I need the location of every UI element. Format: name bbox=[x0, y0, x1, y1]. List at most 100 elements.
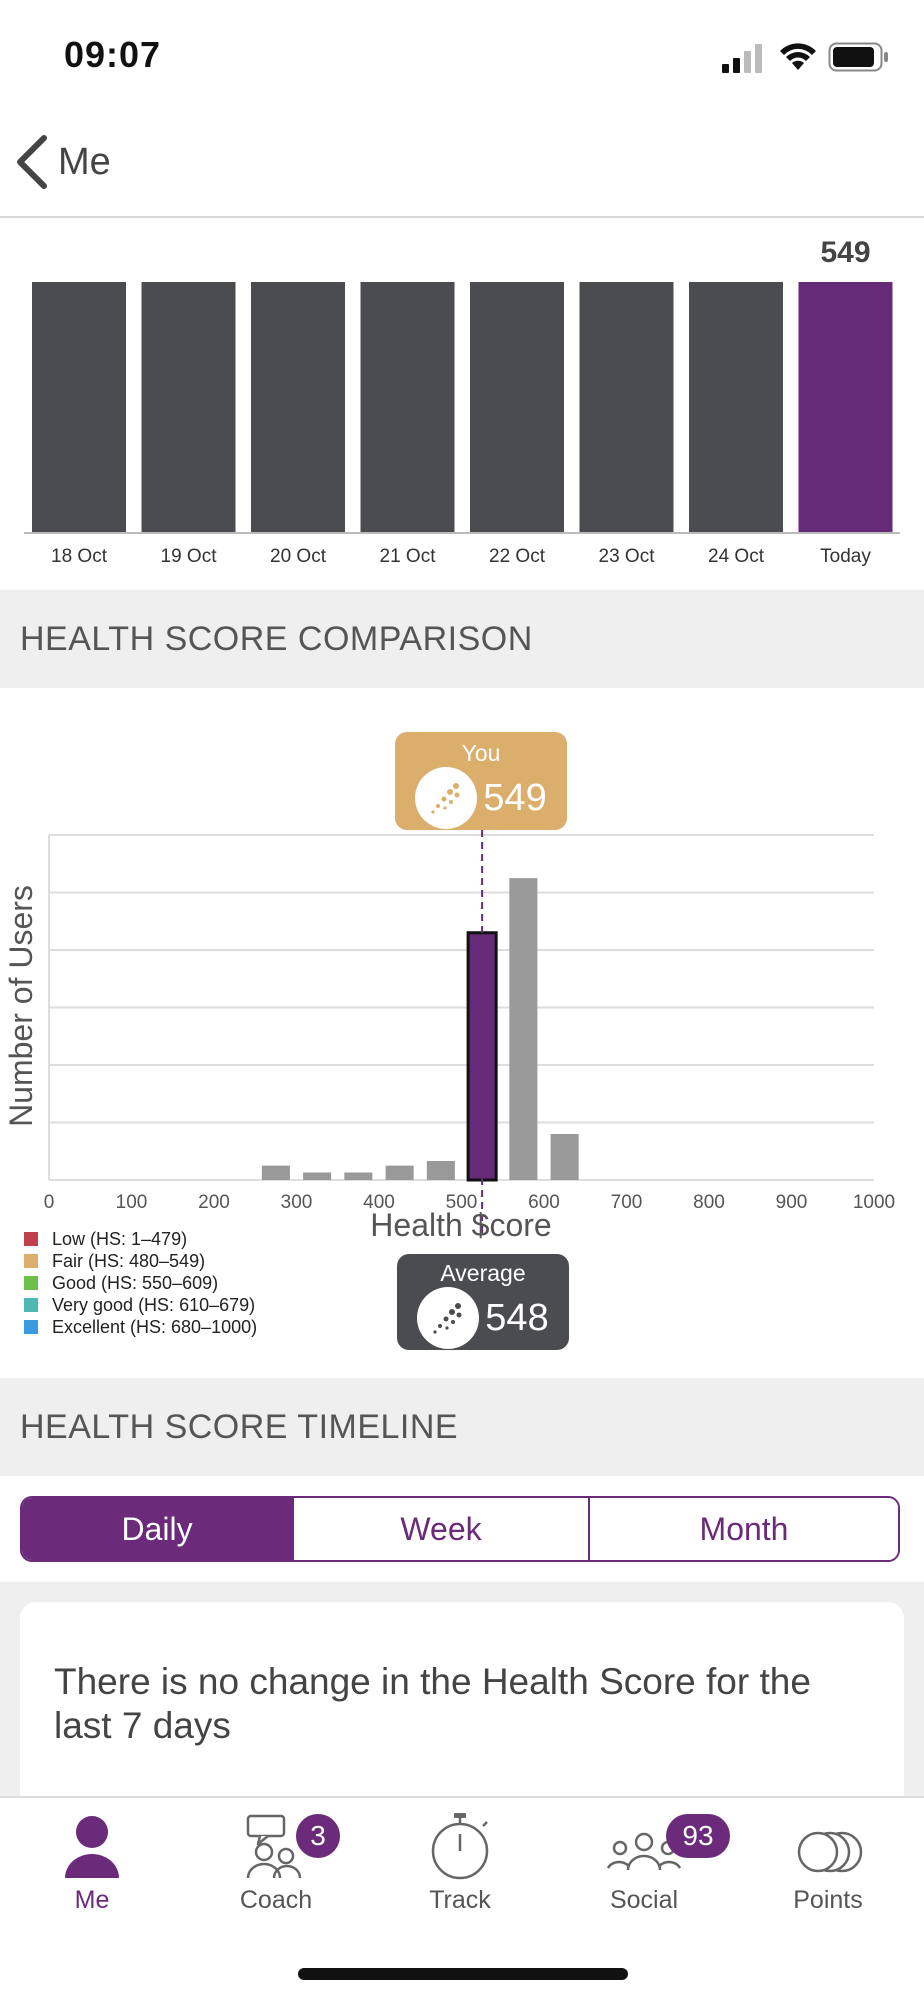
histogram-bar bbox=[509, 878, 538, 1180]
nav-divider bbox=[0, 216, 924, 218]
coach-badge: 3 bbox=[296, 1814, 340, 1858]
daily-bar-label: 19 Oct bbox=[161, 546, 218, 567]
tab-points[interactable]: Points bbox=[736, 1812, 920, 1922]
legend-item: Low (HS: 1–479) bbox=[24, 1228, 257, 1250]
histogram-y-axis-label: Number of Users bbox=[3, 885, 39, 1127]
histogram-bar bbox=[344, 1172, 373, 1180]
legend-swatch bbox=[24, 1298, 38, 1312]
tab-coach[interactable]: Coach 3 bbox=[184, 1812, 368, 1922]
daily-bar[interactable] bbox=[32, 282, 126, 532]
histogram-x-tick: 1000 bbox=[853, 1192, 895, 1213]
histogram-bar bbox=[426, 1161, 455, 1180]
daily-bar-label: 18 Oct bbox=[51, 546, 108, 567]
histogram-bar bbox=[261, 1165, 290, 1180]
legend-label: Good (HS: 550–609) bbox=[52, 1272, 219, 1293]
health-score-logo-icon bbox=[417, 1287, 480, 1349]
average-pill-title: Average bbox=[440, 1260, 526, 1286]
legend-label: Very good (HS: 610–679) bbox=[52, 1294, 256, 1315]
comparison-title: HEALTH SCORE COMPARISON bbox=[20, 620, 533, 658]
tab-track[interactable]: Track bbox=[368, 1812, 552, 1922]
tab-points-label: Points bbox=[793, 1886, 863, 1914]
average-score-value: 548 bbox=[485, 1296, 549, 1339]
daily-bar[interactable] bbox=[251, 282, 345, 532]
you-score-value: 549 bbox=[483, 776, 547, 819]
legend-item: Fair (HS: 480–549) bbox=[24, 1250, 257, 1272]
timeline-card: There is no change in the Health Score f… bbox=[20, 1602, 904, 1796]
group-icon bbox=[606, 1832, 682, 1871]
status-time: 09:07 bbox=[64, 34, 162, 75]
daily-bar[interactable] bbox=[689, 282, 783, 532]
health-score-histogram: 0 100 200 300 400 500 600 700 800 900 1000 Health $… bbox=[3, 830, 895, 1243]
tab-bar: Me Coach 3 Track bbox=[0, 1796, 924, 2000]
legend-label: Low (HS: 1–479) bbox=[52, 1228, 188, 1249]
legend-item: Very good (HS: 610–679) bbox=[24, 1294, 257, 1316]
legend-swatch bbox=[24, 1276, 38, 1290]
histogram-x-tick: 0 bbox=[44, 1192, 55, 1213]
histogram-bar bbox=[303, 1172, 332, 1180]
cellular-signal-icon bbox=[722, 44, 762, 73]
histogram-x-tick: 500 bbox=[446, 1192, 478, 1213]
daily-bar-label: 22 Oct bbox=[489, 546, 546, 567]
you-score-pill: You 549 bbox=[395, 732, 567, 830]
daily-bar-label: 24 Oct bbox=[708, 546, 765, 567]
legend-item: Excellent (HS: 680–1000) bbox=[24, 1316, 257, 1338]
histogram-x-tick: 300 bbox=[281, 1192, 313, 1213]
histogram-x-tick: 600 bbox=[528, 1192, 560, 1213]
tab-coach-label: Coach bbox=[239, 1886, 313, 1914]
tab-social[interactable]: Social 93 bbox=[552, 1812, 736, 1922]
timeline-section-header: HEALTH SCORE TIMELINE bbox=[0, 1378, 924, 1476]
histogram-bar bbox=[385, 1165, 414, 1180]
back-button[interactable]: Me bbox=[14, 132, 164, 192]
histogram-bar bbox=[550, 1134, 579, 1180]
coins-icon bbox=[797, 1831, 863, 1873]
tab-me-label: Me bbox=[74, 1886, 110, 1914]
segment-daily[interactable]: Daily bbox=[22, 1498, 292, 1560]
daily-bar[interactable] bbox=[470, 282, 564, 532]
battery-icon bbox=[828, 42, 888, 72]
daily-bar-today[interactable] bbox=[798, 282, 893, 532]
legend-swatch bbox=[24, 1254, 38, 1268]
coach-icon bbox=[246, 1814, 302, 1879]
timeline-message: There is no change in the Health Score f… bbox=[54, 1661, 811, 1746]
stopwatch-icon bbox=[431, 1813, 489, 1880]
daily-bar-label: 21 Oct bbox=[380, 546, 437, 567]
histogram-x-axis-label: Health $core bbox=[370, 1207, 551, 1243]
daily-bar[interactable] bbox=[579, 282, 674, 532]
histogram-x-tick: 900 bbox=[776, 1192, 808, 1213]
segment-month[interactable]: Month bbox=[588, 1498, 898, 1560]
score-legend: Low (HS: 1–479) Fair (HS: 480–549) Good (H… bbox=[24, 1228, 257, 1338]
legend-swatch bbox=[24, 1320, 38, 1334]
histogram-x-tick: 200 bbox=[198, 1192, 230, 1213]
chevron-left-icon bbox=[17, 135, 47, 189]
average-score-pill: Average 548 bbox=[397, 1254, 569, 1350]
wifi-icon bbox=[780, 43, 816, 70]
health-score-logo-icon bbox=[415, 767, 478, 829]
tab-track-label: Track bbox=[429, 1886, 491, 1914]
comparison-section-header: HEALTH SCORE COMPARISON bbox=[0, 590, 924, 688]
histogram-x-tick: 700 bbox=[611, 1192, 643, 1213]
daily-bar[interactable] bbox=[141, 282, 236, 532]
tab-me[interactable]: Me bbox=[0, 1812, 184, 1922]
segment-week[interactable]: Week bbox=[292, 1498, 588, 1560]
person-icon bbox=[65, 1816, 119, 1878]
daily-bar-label: 20 Oct bbox=[270, 546, 327, 567]
daily-value-label: 549 bbox=[820, 236, 870, 269]
tab-social-label: Social bbox=[609, 1886, 679, 1914]
legend-item: Good (HS: 550–609) bbox=[24, 1272, 257, 1294]
home-indicator bbox=[298, 1968, 628, 1980]
daily-bar[interactable] bbox=[360, 282, 455, 532]
legend-swatch bbox=[24, 1232, 38, 1246]
back-label: Me bbox=[58, 140, 111, 183]
you-pill-title: You bbox=[461, 740, 501, 766]
legend-label: Fair (HS: 480–549) bbox=[52, 1250, 206, 1271]
social-badge: 93 bbox=[666, 1814, 730, 1858]
daily-bar-label: 23 Oct bbox=[599, 546, 656, 567]
legend-label: Excellent (HS: 680–1000) bbox=[52, 1316, 258, 1337]
timeline-title: HEALTH SCORE TIMELINE bbox=[20, 1408, 459, 1446]
histogram-x-tick: 800 bbox=[693, 1192, 725, 1213]
histogram-x-tick: 100 bbox=[116, 1192, 148, 1213]
timeline-period-selector: Daily Week Month bbox=[20, 1496, 900, 1562]
histogram-x-tick: 400 bbox=[363, 1192, 395, 1213]
daily-bar-label: Today bbox=[820, 546, 871, 567]
daily-score-chart: 18 Oct 19 Oct 20 Oct 21 Oct 22 Oct 23 Oct 24 O… bbox=[24, 236, 900, 567]
